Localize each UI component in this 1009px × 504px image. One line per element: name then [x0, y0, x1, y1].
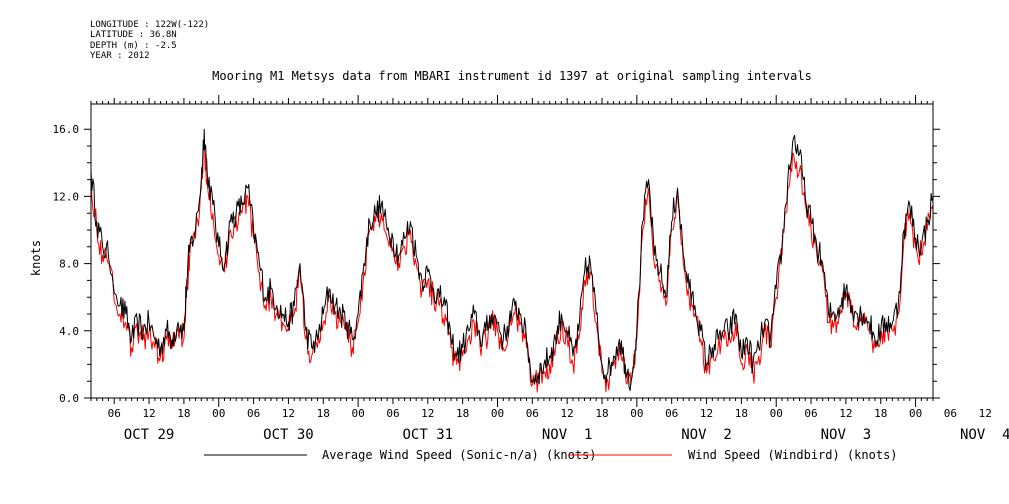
- x-tick-label: 12: [839, 407, 852, 420]
- longitude-label: LONGITUDE : 122W(-122): [90, 20, 210, 30]
- x-tick-label: 06: [108, 407, 121, 420]
- latitude-label: LATITUDE : 36.8N: [90, 30, 177, 41]
- day-labels: OCT 29 OCT 30 OCT 31 NOV 1 NOV 2 NOV 3 NOV 4: [124, 427, 1009, 443]
- day-label: NOV 3: [821, 427, 872, 443]
- x-tick-label: 06: [247, 407, 260, 420]
- x-tick-label: 18: [317, 407, 330, 420]
- x-tick-label: 18: [177, 407, 190, 420]
- legend: Average Wind Speed (Sonic-n/a) (knots) W…: [204, 448, 898, 462]
- x-tick-label: 00: [909, 407, 922, 420]
- chart-title: Mooring M1 Metsys data from MBARI instru…: [212, 69, 812, 83]
- y-tick-labels: 0.0 4.0 8.0 12.0 16.0: [53, 123, 80, 405]
- x-tick-label: 12: [700, 407, 713, 420]
- x-tick-label: 12: [421, 407, 434, 420]
- day-label: NOV 2: [681, 427, 732, 443]
- series-line-average: [90, 128, 934, 392]
- x-tick-label: 12: [979, 407, 992, 420]
- day-label: OCT 29: [124, 427, 175, 443]
- plot-frame: [90, 103, 934, 399]
- x-tick-label: 06: [665, 407, 678, 420]
- year-label: YEAR : 2012: [90, 51, 150, 62]
- day-label: OCT 30: [263, 427, 314, 443]
- series-line-windbird: [90, 144, 934, 393]
- axis-ticks: [84, 95, 940, 407]
- y-tick-label: 16.0: [53, 123, 80, 136]
- x-tick-labels: 06 12 18 00 06 12 18 00 06 12 18 00 06 12 18 00 06 12 18 00…: [108, 407, 992, 420]
- legend-label-average: Average Wind Speed (Sonic-n/a) (knots): [322, 448, 597, 462]
- x-tick-label: 00: [351, 407, 364, 420]
- day-label: OCT 31: [403, 427, 454, 443]
- x-tick-label: 12: [142, 407, 155, 420]
- y-tick-label: 12.0: [53, 190, 80, 203]
- x-tick-label: 06: [526, 407, 539, 420]
- tick-marks: [84, 95, 940, 407]
- x-tick-label: 06: [944, 407, 957, 420]
- depth-label: DEPTH (m) : -2.5: [90, 40, 177, 51]
- x-tick-label: 00: [491, 407, 504, 420]
- legend-label-windbird: Wind Speed (Windbird) (knots): [688, 448, 898, 462]
- x-tick-label: 00: [630, 407, 643, 420]
- x-tick-label: 18: [735, 407, 748, 420]
- day-label: NOV 1: [542, 427, 593, 443]
- x-tick-label: 06: [804, 407, 817, 420]
- y-tick-label: 4.0: [59, 325, 79, 338]
- station-metadata: LONGITUDE : 122W(-122) LATITUDE : 36.8N …: [90, 20, 209, 62]
- x-tick-label: 12: [282, 407, 295, 420]
- x-tick-label: 18: [456, 407, 469, 420]
- x-tick-label: 00: [212, 407, 225, 420]
- x-tick-label: 18: [595, 407, 608, 420]
- y-axis-label: knots: [29, 240, 43, 276]
- x-tick-label: 12: [561, 407, 574, 420]
- x-tick-label: 00: [770, 407, 783, 420]
- day-label: NOV 4: [960, 427, 1009, 443]
- x-tick-label: 06: [386, 407, 399, 420]
- y-tick-label: 8.0: [59, 258, 79, 271]
- x-tick-label: 18: [874, 407, 887, 420]
- series-lines: [90, 128, 934, 393]
- y-tick-label: 0.0: [59, 392, 79, 405]
